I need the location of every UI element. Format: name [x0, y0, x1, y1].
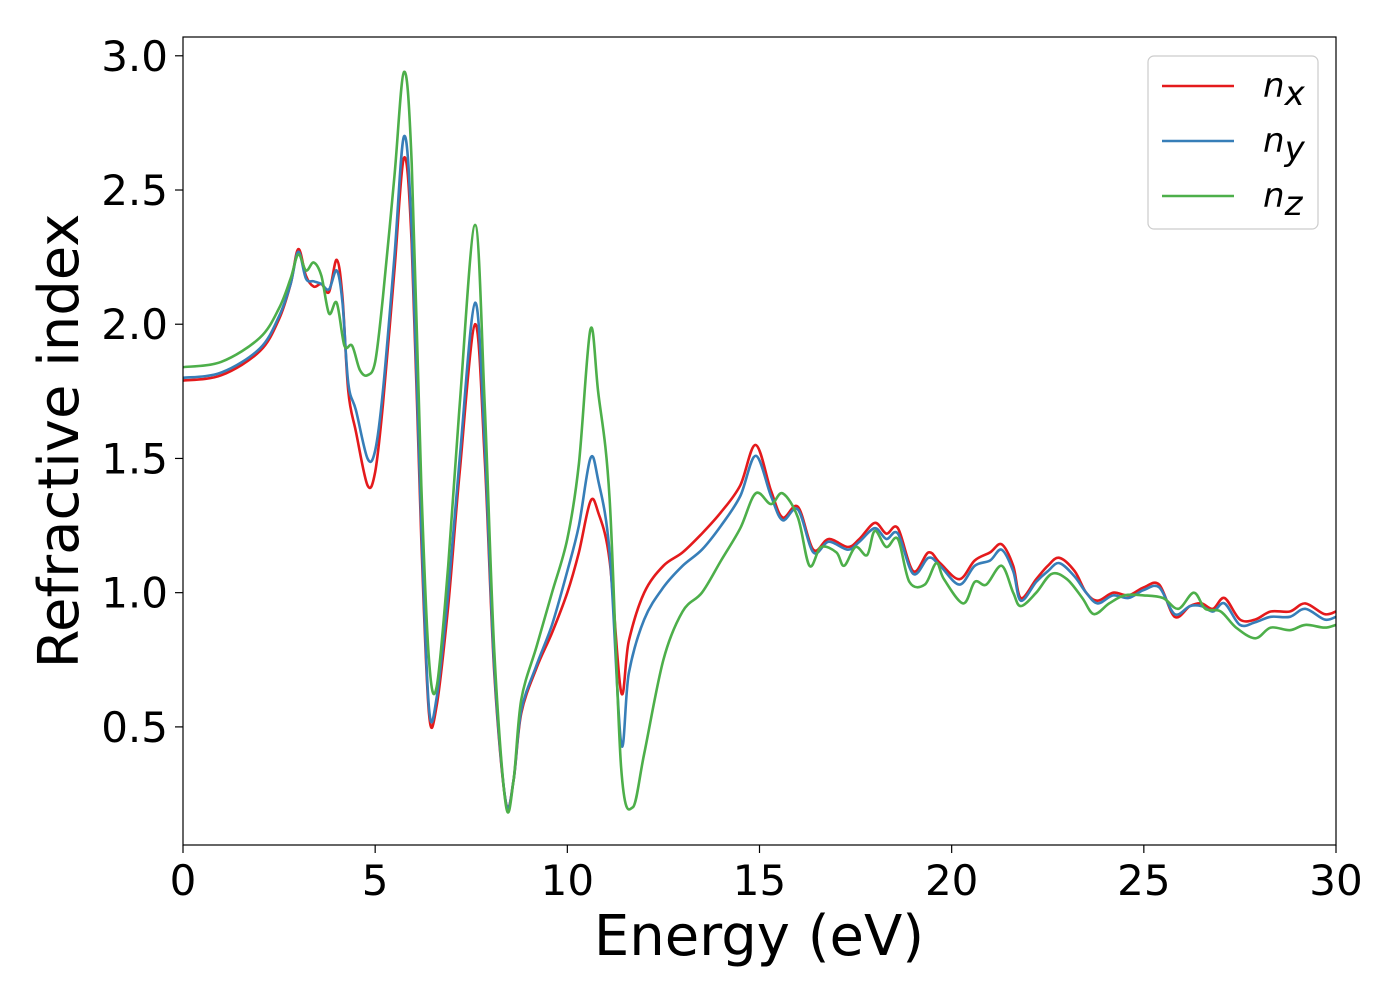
- series-line-nz: [182, 70, 1337, 814]
- x-tick-label: 20: [925, 856, 978, 905]
- legend-label-ny: ny: [1263, 121, 1306, 169]
- x-tick-label: 25: [1117, 856, 1170, 905]
- y-tick-label: 1.5: [101, 434, 168, 483]
- y-axis-ticks: 0.5 1.0 1.5 2.0 2.5 3.0: [101, 32, 183, 752]
- y-tick-label: 1.0: [101, 569, 168, 618]
- y-tick-label: 2.5: [101, 166, 168, 215]
- y-tick-label: 3.0: [101, 32, 168, 81]
- legend-frame: [1147, 55, 1319, 230]
- y-tick-label: 2.0: [101, 300, 168, 349]
- legend-label-subscript: z: [1284, 184, 1304, 224]
- legend-label-nx: nx: [1263, 66, 1306, 114]
- x-axis-ticks: 0 5 10 15 20 25 30: [170, 845, 1363, 905]
- legend-label-nz: nz: [1263, 176, 1304, 224]
- x-tick-label: 0: [170, 856, 197, 905]
- plot-background: [183, 37, 1336, 845]
- y-tick-label: 0.5: [101, 703, 168, 752]
- x-tick-label: 10: [541, 856, 594, 905]
- x-tick-label: 15: [733, 856, 786, 905]
- x-tick-label: 5: [362, 856, 389, 905]
- x-tick-label: 30: [1309, 856, 1362, 905]
- legend-label-main: n: [1263, 121, 1285, 161]
- series-layer: [182, 70, 1337, 814]
- series-line-nx: [182, 156, 1337, 810]
- legend-label-subscript: x: [1284, 74, 1306, 114]
- legend-label-main: n: [1263, 66, 1285, 106]
- y-axis-label: Refractive index: [27, 214, 92, 669]
- legend-label-subscript: y: [1284, 129, 1306, 169]
- series-line-ny: [182, 134, 1337, 811]
- x-axis-label: Energy (eV): [594, 904, 924, 969]
- legend-label-main: n: [1263, 176, 1285, 216]
